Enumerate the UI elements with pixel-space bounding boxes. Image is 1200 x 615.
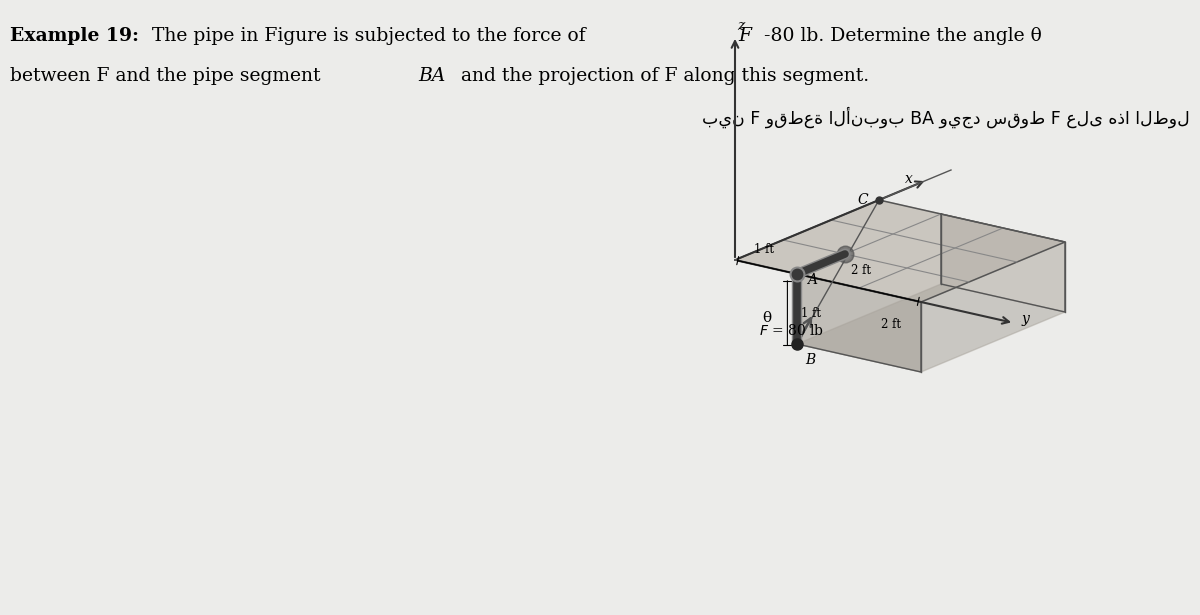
Text: The pipe in Figure is subjected to the force of: The pipe in Figure is subjected to the f… [152, 27, 592, 45]
Text: z: z [737, 19, 744, 33]
Text: A: A [808, 273, 817, 287]
Text: BA: BA [418, 67, 445, 85]
Polygon shape [941, 214, 1064, 312]
Text: between F and the pipe segment: between F and the pipe segment [10, 67, 326, 85]
Text: y: y [1022, 312, 1030, 326]
Text: F: F [738, 27, 751, 45]
Text: Example 19:: Example 19: [10, 27, 139, 45]
Text: 1 ft: 1 ft [802, 306, 821, 320]
Text: $F$ = 80 lb: $F$ = 80 lb [758, 323, 823, 338]
Text: بين F وقطعة الأنبوب BA ويجد سقوط F على هذا الطول: بين F وقطعة الأنبوب BA ويجد سقوط F على ه… [702, 107, 1190, 129]
Text: -80 lb. Determine the angle θ: -80 lb. Determine the angle θ [758, 27, 1042, 45]
Polygon shape [797, 274, 922, 372]
Text: C: C [857, 193, 868, 207]
Text: and the projection of F along this segment.: and the projection of F along this segme… [455, 67, 869, 85]
Polygon shape [734, 200, 1064, 302]
Text: 2 ft: 2 ft [881, 318, 901, 331]
Text: θ: θ [762, 311, 772, 325]
Text: 2 ft: 2 ft [851, 264, 871, 277]
Text: B: B [805, 353, 815, 367]
Polygon shape [797, 284, 1064, 372]
Text: 1 ft: 1 ft [754, 243, 774, 256]
Text: x: x [905, 172, 913, 186]
